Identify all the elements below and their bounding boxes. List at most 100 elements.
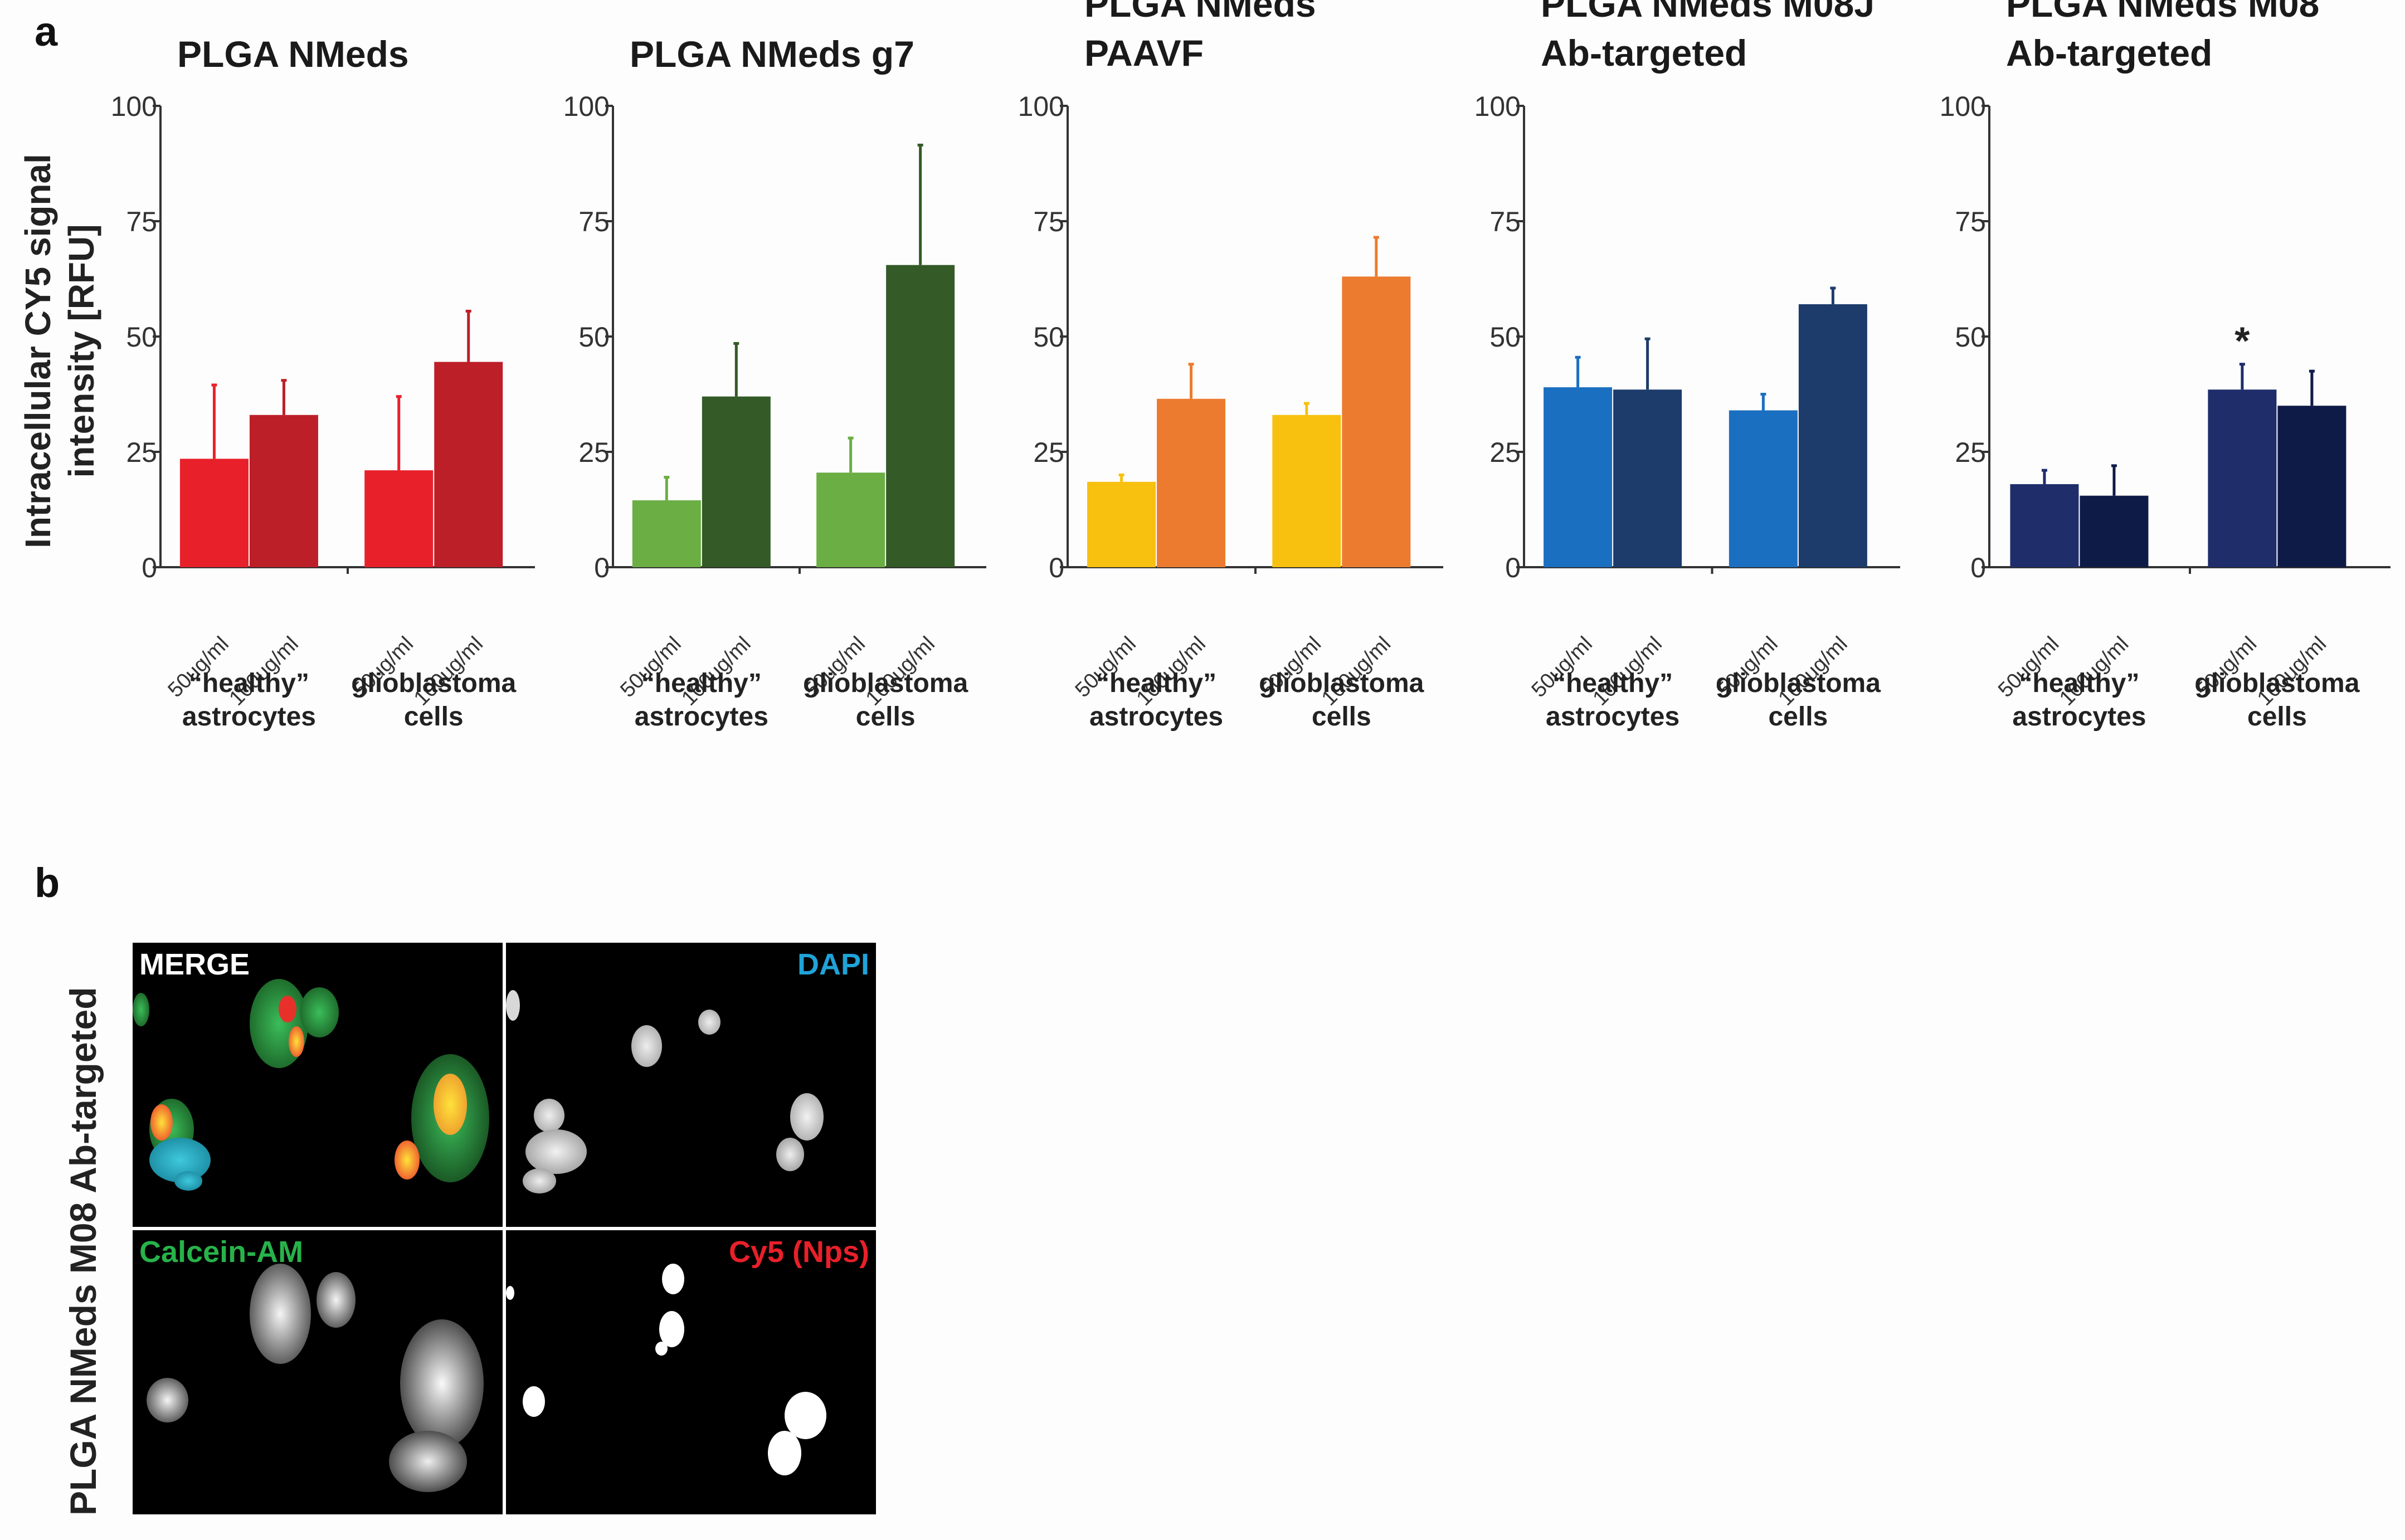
chart-title: PLGA NMeds [1084,0,1316,25]
micrograph-label-calcein: Calcein-AM [139,1235,304,1269]
chart-title: PLGA NMeds [177,33,409,75]
bar-healthy-50 [1087,481,1156,567]
nanoparticle-blob [289,1026,304,1057]
nucleus-blob [534,1099,564,1132]
bar-healthy-50 [179,459,249,567]
nanoparticle-blob [395,1141,420,1180]
x-group-label: “healthy” [2019,669,2139,698]
nucleus-blob [525,1129,587,1174]
x-group-label: astrocytes [1546,702,1679,732]
x-group-label: glioblastoma [1259,669,1424,698]
chart-title: PAAVF [1084,32,1204,74]
micrograph-label-cy5: Cy5 (Nps) [728,1235,869,1269]
y-tick-label: 25 [578,437,610,468]
bar-glioblastoma-100 [886,265,955,567]
bar-healthy-100 [1613,389,1682,567]
chart-title: Ab-targeted [2006,32,2212,74]
bar-glioblastoma-50 [1272,415,1341,567]
chart-title: PLGA NMeds g7 [630,33,914,75]
panel-a-label: a [35,8,58,55]
x-group-label: glioblastoma [803,669,968,698]
x-group-label: astrocytes [182,702,316,732]
y-tick-label: 75 [1033,206,1064,237]
nanoparticle-blob [434,1074,467,1135]
cell-blob [300,987,339,1037]
chart-title: PLGA NMeds M08 [2006,0,2319,25]
y-tick-label: 100 [1018,91,1064,122]
nucleus-blob [790,1093,824,1141]
x-group-label: astrocytes [1089,702,1223,732]
bar-healthy-100 [1157,398,1226,567]
nanoparticle-blob [150,1104,173,1141]
bar-glioblastoma-50 [816,472,885,567]
nucleus-blob [776,1138,804,1171]
x-group-label: glioblastoma [1716,669,1881,698]
micrograph-label-dapi: DAPI [797,948,869,981]
y-tick-label: 50 [578,321,610,353]
y-tick-label: 0 [142,552,157,583]
x-group-label: cells [856,702,916,732]
bar-healthy-50 [632,500,701,567]
y-tick-label: 25 [126,437,157,468]
micrograph-calcein: Calcein-AM [133,1230,503,1514]
chart-title: Ab-targeted [1541,32,1747,74]
cell-blob [389,1431,467,1492]
micrograph-label-merge: MERGE [139,948,250,981]
bar-glioblastoma-50 [1729,410,1798,567]
y-tick-label: 25 [1955,437,1986,468]
bar-glioblastoma-100 [434,362,503,567]
nanoparticle-blob [768,1431,801,1475]
x-group-label: glioblastoma [2194,669,2359,698]
x-group-label: “healthy” [1096,669,1216,698]
y-axis-title-line2: intensity [RFU] [61,224,101,477]
x-group-label: “healthy” [1552,669,1673,698]
y-tick-label: 100 [1474,91,1521,122]
bar-glioblastoma-100 [1342,276,1411,567]
nucleus-blob [506,990,520,1021]
nanoparticle-blob [506,1286,514,1300]
bar-glioblastoma-50 [364,470,434,567]
bar-glioblastoma-100 [1798,304,1867,567]
y-tick-label: 100 [563,91,610,122]
nucleus-blob [174,1171,202,1191]
y-tick-label: 50 [1489,321,1521,353]
y-axis-title-line1: Intracellular CY5 signal [18,154,58,548]
nucleus-blob [631,1025,662,1067]
y-tick-label: 0 [594,552,610,583]
bar-healthy-50 [1544,387,1613,567]
y-tick-label: 75 [1489,206,1521,237]
bar-healthy-100 [702,396,771,567]
nanoparticle-blob [662,1264,684,1294]
y-tick-label: 25 [1489,437,1521,468]
cell-blob [147,1378,188,1422]
nanoparticle-blob [785,1392,826,1439]
bar-healthy-50 [2010,484,2079,567]
bar-healthy-100 [249,415,318,567]
x-group-label: “healthy” [641,669,762,698]
bar-glioblastoma-50 [2208,389,2277,567]
y-tick-label: 0 [1505,552,1521,583]
bar-glioblastoma-100 [2277,406,2346,567]
nucleus-blob [698,1010,720,1035]
micrograph-merge: MERGE [133,943,503,1227]
chart-title: PLGA NMeds M08J [1541,0,1875,25]
micrograph-cy5: Cy5 (Nps) [506,1230,876,1514]
y-tick-label: 0 [1049,552,1064,583]
y-tick-label: 100 [111,91,157,122]
significance-marker: * [2234,319,2250,363]
nanoparticle-blob [659,1311,684,1347]
y-tick-label: 75 [578,206,610,237]
x-group-label: glioblastoma [351,669,516,698]
x-group-label: “healthy” [189,669,309,698]
y-tick-label: 75 [1955,206,1986,237]
x-group-label: astrocytes [2012,702,2146,732]
bar-healthy-100 [2080,495,2149,567]
x-group-label: astrocytes [635,702,768,732]
cell-blob [133,993,149,1026]
